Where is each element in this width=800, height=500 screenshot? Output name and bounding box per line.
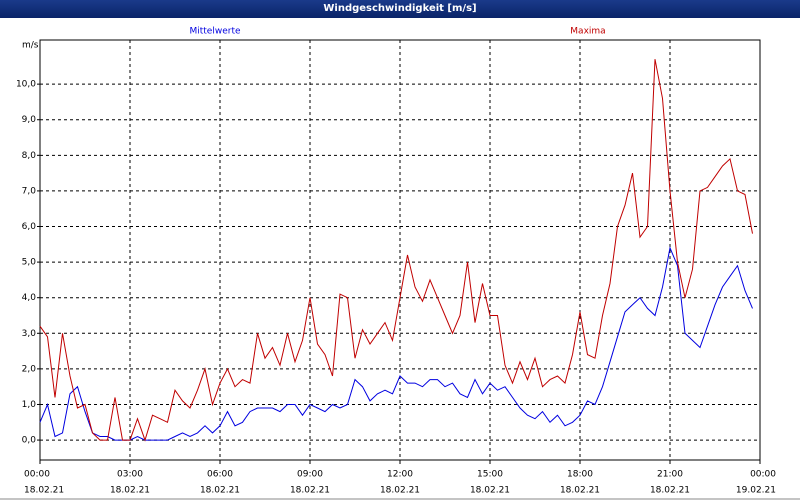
x-tick-date: 18.02.21 (380, 486, 420, 496)
y-tick-label: 1,0 (22, 400, 37, 410)
y-tick-label: 3,0 (22, 329, 37, 339)
series-line (39, 246, 753, 441)
y-tick-label: 5,0 (22, 258, 37, 268)
title-bar: Windgeschwindigkeit [m/s] (0, 0, 800, 18)
y-tick-label: 9,0 (22, 115, 37, 125)
x-tick-label: 15:00 (477, 470, 503, 480)
x-tick-label: 06:00 (207, 470, 233, 480)
y-tick-label: 0,0 (22, 436, 37, 446)
x-tick-date: 18.02.21 (470, 486, 510, 496)
y-tick-label: 8,0 (22, 151, 37, 161)
x-tick-label: 12:00 (387, 470, 413, 480)
y-tick-label: 2,0 (22, 364, 37, 374)
legend-entry: Mittelwerte (189, 27, 240, 37)
x-tick-label: 00:00 (24, 470, 50, 480)
y-tick-label: 7,0 (22, 186, 37, 196)
y-tick-label: 6,0 (22, 222, 37, 232)
x-tick-label: 21:00 (657, 470, 683, 480)
x-tick-date: 18.02.21 (290, 486, 330, 496)
x-tick-label: 03:00 (117, 470, 143, 480)
y-tick-label: 10,0 (16, 80, 36, 90)
x-tick-date: 18.02.21 (650, 486, 690, 496)
x-tick-date: 18.02.21 (110, 486, 150, 496)
x-tick-label: 18:00 (567, 470, 593, 480)
x-tick-label: 00:00 (750, 470, 776, 480)
legend-entry: Maxima (570, 27, 605, 37)
x-tick-label: 09:00 (297, 470, 323, 480)
y-unit: m/s (22, 41, 39, 51)
x-tick-date: 18.02.21 (200, 486, 240, 496)
x-tick-date: 18.02.21 (24, 486, 64, 496)
x-tick-date: 18.02.21 (560, 486, 600, 496)
y-tick-label: 4,0 (22, 293, 37, 303)
series-line (39, 59, 753, 442)
x-tick-date: 19.02.21 (736, 486, 776, 496)
